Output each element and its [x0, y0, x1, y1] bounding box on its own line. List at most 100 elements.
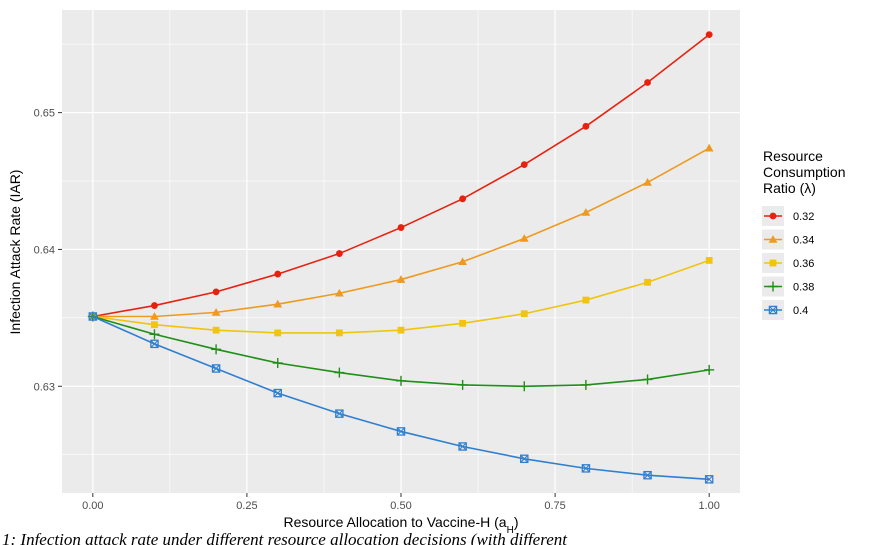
series-0-32-point [274, 270, 282, 278]
legend-label: 0.38 [793, 282, 814, 294]
box-marker-diag [150, 339, 159, 348]
legend-label: 0.34 [793, 235, 814, 247]
series-0-34-point [396, 275, 406, 283]
series-0-4-point [150, 339, 159, 349]
box-marker-diag [705, 475, 714, 484]
box-marker-diag [88, 312, 97, 321]
box-marker-diag [273, 389, 282, 398]
box-marker-frame [458, 442, 467, 451]
series-0-34-point [334, 288, 344, 297]
series-0-4-point [704, 475, 714, 484]
series-0-36-point [520, 310, 528, 318]
series-0-32-point [459, 195, 467, 203]
series-0-36-point [705, 256, 713, 264]
series-0-32-point [335, 250, 343, 257]
x-tick-label: 0.25 [236, 500, 257, 512]
series-0-36-point [397, 326, 405, 334]
figure-caption: 1: Infection attack rate under different… [2, 530, 567, 545]
series-0-4-point [88, 312, 98, 321]
box-marker-diag [581, 464, 590, 473]
series-0-34-point [704, 143, 714, 152]
series-0-34-point [458, 257, 468, 266]
series-0-36-point [212, 326, 220, 334]
x-axis-title: Resource Allocation to Vaccine-H (aH) [284, 514, 519, 536]
legend-label: 0.4 [793, 305, 808, 317]
series-0-4-point [396, 427, 406, 436]
box-marker-frame [768, 305, 778, 315]
legend-key-marker [768, 281, 778, 292]
legend-key-marker [769, 212, 777, 220]
series-0-36-point [644, 278, 651, 286]
box-marker-frame [211, 364, 221, 373]
legend-key-marker [768, 235, 778, 243]
y-tick-label: 0.65 [34, 108, 55, 120]
legend-key-0-4: 0.4 [762, 300, 808, 320]
series-0-38-point [334, 367, 345, 378]
y-tick-label: 0.63 [34, 381, 55, 393]
legend-key-0-32: 0.32 [762, 206, 814, 226]
series-0-36-point [582, 296, 590, 304]
x-tick-label: 0.50 [390, 500, 411, 512]
series-0-4-point [273, 388, 282, 398]
box-marker-diag [335, 409, 344, 418]
series-0-32-point [520, 161, 528, 169]
series-0-38-point [704, 364, 715, 375]
series-0-38-point [272, 358, 283, 369]
x-tick-label: 0.75 [544, 500, 565, 512]
series-0-4-point [581, 464, 591, 473]
series-0-4-point [335, 409, 344, 418]
series-0-34-point [581, 208, 591, 216]
series-0-38-point [396, 375, 406, 386]
legend-key-marker [769, 259, 777, 267]
box-marker-diag [643, 471, 652, 480]
legend-title-line-1: Resource [763, 148, 823, 164]
box-marker-frame [273, 388, 282, 398]
series-0-38-point [149, 329, 160, 340]
legend-label: 0.36 [793, 258, 814, 270]
x-axis-title-end: ) [514, 514, 519, 530]
series-0-36-point [151, 321, 158, 329]
box-marker-frame [150, 339, 159, 349]
grid-lines [62, 10, 740, 493]
legend-key-marker [768, 305, 778, 315]
series-0-32-point [397, 224, 405, 231]
box-marker-diag [520, 454, 529, 463]
box-marker-diag [458, 442, 467, 451]
series-0-4-point [520, 454, 529, 464]
series-0-34 [88, 143, 714, 320]
series-0-4 [88, 312, 714, 484]
series-0-32-point [582, 122, 590, 130]
series-0-34-point [519, 234, 529, 242]
x-tick-label: 0.00 [82, 500, 103, 512]
axis-layer: 0.00 0.25 0.50 0.75 1.00 0.63 0.64 0.65 [34, 108, 720, 512]
box-marker-diag [397, 427, 405, 436]
box-marker-frame [335, 409, 344, 418]
x-tick-label: 1.00 [698, 500, 719, 512]
series-0-34-point [273, 299, 283, 308]
y-axis-title: Infection Attack Rate (IAR) [7, 170, 23, 335]
box-marker-frame [704, 475, 714, 484]
series-0-32-point [212, 288, 220, 296]
series-0-38 [87, 311, 715, 392]
y-tick-label: 0.64 [34, 244, 55, 256]
legend-label: 0.32 [793, 211, 814, 223]
x-axis-title-subscript: H [507, 525, 514, 536]
series-0-36-point [459, 319, 467, 327]
legend-key-0-34: 0.34 [762, 229, 814, 250]
legend-key-0-38: 0.38 [762, 276, 814, 297]
series-0-38-point [519, 381, 530, 392]
series-0-36-point [335, 329, 343, 337]
legend-key-0-36: 0.36 [762, 253, 814, 273]
legend-keys: 0.32 0.34 0.36 0.38 0.4 [762, 206, 814, 320]
series-0-4-point [211, 364, 221, 373]
box-marker-diag [769, 306, 777, 314]
box-marker-frame [581, 464, 591, 473]
series-0-34-point [211, 307, 221, 316]
series-0-4-point [458, 442, 467, 451]
series-0-34-point [150, 312, 159, 320]
series-0-34-point [643, 178, 652, 186]
series-layer [87, 31, 715, 484]
box-marker-frame [396, 427, 406, 436]
series-0-38-point [642, 374, 653, 385]
